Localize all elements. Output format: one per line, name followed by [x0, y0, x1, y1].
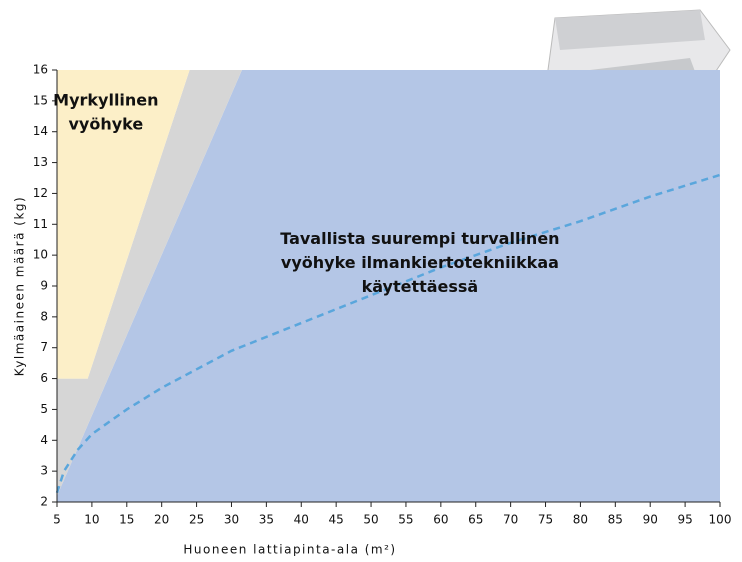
x-tick-label: 20 [154, 513, 169, 527]
y-tick-label: 14 [33, 124, 48, 138]
y-tick-label: 2 [40, 495, 48, 509]
x-tick-label: 65 [468, 513, 483, 527]
x-tick-label: 85 [608, 513, 623, 527]
y-tick-label: 6 [40, 371, 48, 385]
x-tick-label: 15 [119, 513, 134, 527]
x-tick-label: 75 [538, 513, 553, 527]
y-tick-label: 8 [40, 309, 48, 323]
x-tick-label: 45 [329, 513, 344, 527]
x-axis-label: Huoneen lattiapinta-ala (m²) [183, 543, 396, 557]
y-tick-label: 15 [33, 93, 48, 107]
y-tick-label: 5 [40, 402, 48, 416]
y-tick-label: 4 [40, 433, 48, 447]
x-tick-label: 10 [84, 513, 99, 527]
annotation: Tavallista suurempi turvallinen [280, 229, 559, 248]
x-tick-label: 80 [573, 513, 588, 527]
annotation: käytettäessä [362, 277, 479, 296]
x-tick-label: 40 [294, 513, 309, 527]
y-axis-label: Kylmäaineen määrä (kg) [13, 196, 27, 376]
x-tick-label: 30 [224, 513, 239, 527]
x-tick-label: 55 [398, 513, 413, 527]
x-tick-label: 70 [503, 513, 518, 527]
annotation: Myrkyllinen [53, 90, 158, 109]
y-tick-label: 12 [33, 186, 48, 200]
y-tick-label: 13 [33, 155, 48, 169]
x-tick-label: 25 [189, 513, 204, 527]
x-tick-label: 5 [53, 513, 61, 527]
y-tick-label: 10 [33, 248, 48, 262]
x-tick-label: 95 [677, 513, 692, 527]
x-tick-label: 60 [433, 513, 448, 527]
annotation: vyöhyke [68, 114, 143, 133]
y-tick-label: 3 [40, 464, 48, 478]
y-tick-label: 9 [40, 279, 48, 293]
x-tick-label: 90 [643, 513, 658, 527]
x-tick-label: 35 [259, 513, 274, 527]
y-tick-label: 7 [40, 340, 48, 354]
x-tick-label: 100 [709, 513, 732, 527]
y-tick-label: 11 [33, 217, 48, 231]
chart: Huoneen lattiapinta-ala (m²) Kylmäaineen… [0, 0, 742, 562]
y-tick-label: 16 [33, 63, 48, 77]
x-tick-label: 50 [363, 513, 378, 527]
annotation: vyöhyke ilmankiertotekniikkaa [281, 253, 559, 272]
